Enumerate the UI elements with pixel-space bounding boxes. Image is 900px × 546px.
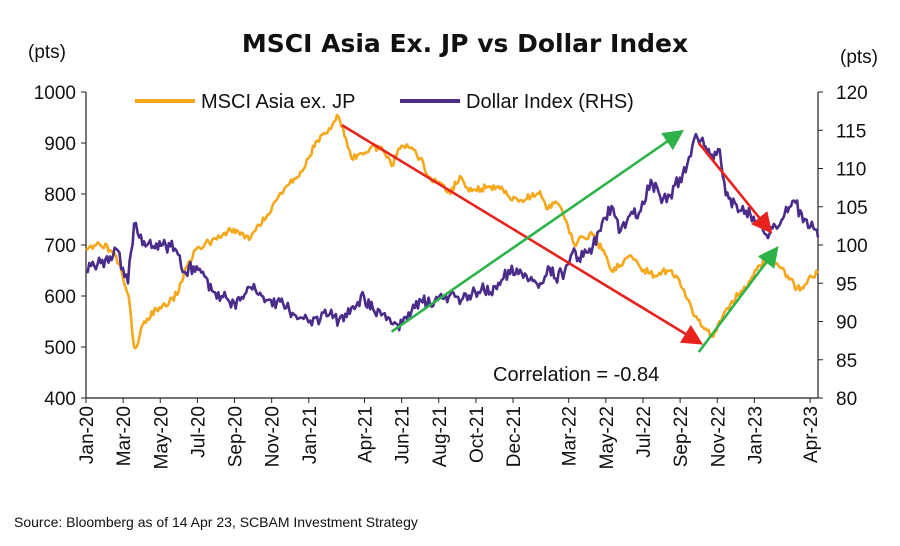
correlation-annotation: Correlation = -0.84 (493, 364, 659, 386)
legend-label-dollar-index: Dollar Index (RHS) (466, 91, 634, 113)
right-tick-label: 90 (836, 313, 857, 334)
x-tick-label: Jan-23 (745, 406, 766, 464)
x-tick-label: Dec-21 (504, 406, 525, 467)
x-tick-label: Mar-22 (560, 406, 581, 466)
right-tick-label: 110 (836, 160, 866, 181)
right-tick-label: 115 (836, 121, 866, 142)
x-tick-label: Nov-22 (708, 406, 729, 467)
series-line-msci-asia (85, 113, 820, 350)
x-tick-label: Apr-21 (355, 406, 376, 463)
x-tick-label: Apr-23 (801, 406, 822, 463)
trend-arrow (697, 142, 773, 234)
x-tick-label: Oct-21 (467, 406, 488, 463)
right-tick-label: 85 (836, 351, 857, 372)
x-tick-label: Sep-22 (671, 406, 692, 467)
series-line-dollar-index (85, 132, 820, 332)
x-tick-label: Jan-20 (77, 406, 98, 464)
x-tick-label: Jul-20 (188, 406, 209, 458)
left-tick-label: 900 (44, 134, 76, 155)
right-tick-label: 120 (836, 83, 868, 104)
trend-arrow (390, 129, 685, 333)
left-axis: 400 500 600 700 800 900 1000 (34, 83, 818, 410)
left-tick-label: 500 (44, 338, 76, 359)
x-tick-label: Aug-21 (430, 406, 451, 467)
legend: MSCI Asia ex. JP Dollar Index (RHS) (135, 91, 634, 113)
source-note: Source: Bloomberg as of 14 Apr 23, SCBAM… (14, 514, 418, 530)
trend-arrows (341, 124, 779, 353)
right-axis: 80 85 90 95 100 105 110 115 120 (817, 83, 868, 410)
x-tick-label: May-20 (151, 406, 172, 469)
left-tick-label: 600 (44, 287, 76, 308)
chart-title: MSCI Asia Ex. JP vs Dollar Index (242, 29, 688, 58)
left-axis-unit: (pts) (28, 42, 66, 63)
left-tick-label: 400 (44, 389, 76, 410)
left-tick-label: 700 (44, 236, 76, 257)
left-tick-label: 1000 (34, 83, 76, 104)
series-layer (85, 113, 820, 350)
right-tick-label: 95 (836, 274, 857, 295)
trend-arrow (341, 124, 704, 345)
x-tick-label: Jun-21 (393, 406, 414, 464)
right-tick-label: 80 (836, 389, 857, 410)
x-tick-label: Jan-21 (300, 406, 321, 464)
x-axis: Jan-20 Mar-20 May-20 Jul-20 Sep-20 Nov-20 Jan-… (77, 398, 822, 469)
x-tick-label: Mar-20 (114, 406, 135, 466)
x-tick-label: Jul-22 (634, 406, 655, 458)
x-tick-label: Sep-20 (226, 406, 247, 467)
right-axis-unit: (pts) (840, 47, 878, 68)
x-tick-label: Nov-20 (263, 406, 284, 467)
right-tick-label: 100 (836, 236, 868, 257)
left-tick-label: 800 (44, 185, 76, 206)
x-tick-label: May-22 (597, 406, 618, 469)
legend-label-msci: MSCI Asia ex. JP (201, 91, 356, 113)
right-tick-label: 105 (836, 198, 868, 219)
trend-arrow (697, 245, 779, 353)
